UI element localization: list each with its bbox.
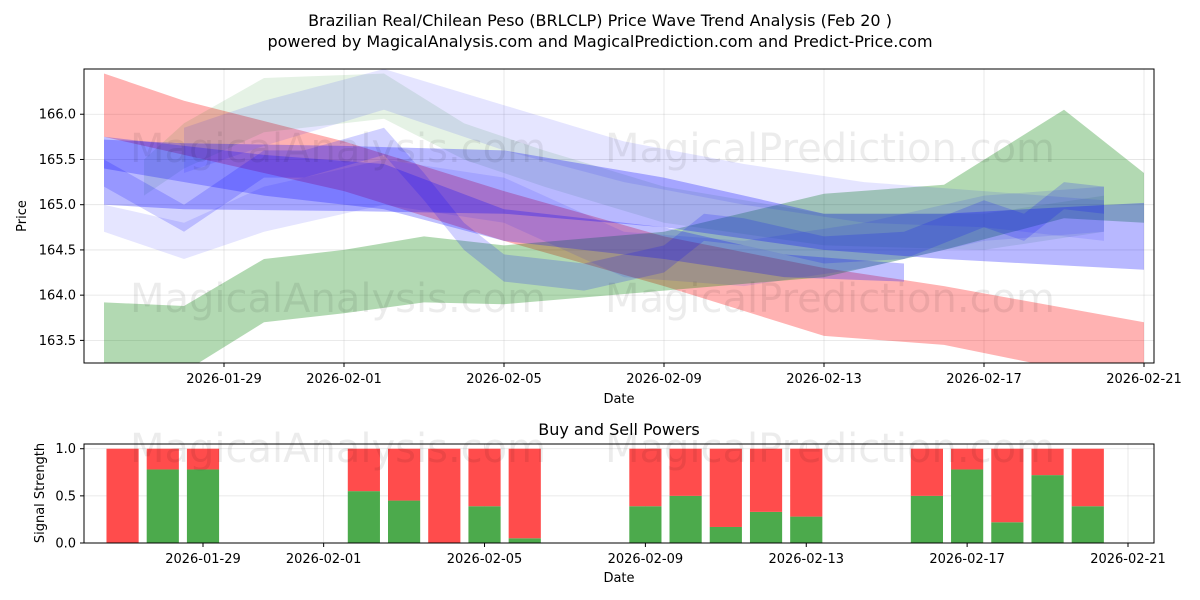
chart-title-line-2: powered by MagicalAnalysis.com and Magic… <box>267 32 932 51</box>
wave-band-blue-wave-cross-light <box>104 159 1104 287</box>
price-y-label: Price <box>15 200 30 232</box>
power-watermarks: MagicalAnalysis.com MagicalPrediction.co… <box>130 426 1055 472</box>
wave-band-blue-wave-squiggle <box>104 127 1104 291</box>
buy-power-bar <box>347 491 380 543</box>
buy-power-bar <box>468 506 501 543</box>
power-axes-frame <box>83 443 1155 544</box>
price-grid <box>84 69 1154 363</box>
price-y-tick-label: 164.0 <box>39 289 76 304</box>
watermark-analysis-top: MagicalAnalysis.com <box>130 126 546 172</box>
buy-power-bar <box>1031 475 1064 543</box>
buy-power-bar <box>991 522 1024 543</box>
price-x-tick-label: 2026-02-17 <box>946 372 1022 387</box>
buy-power-bar <box>508 538 541 543</box>
price-x-tick-label: 2026-02-21 <box>1106 372 1182 387</box>
power-y-tick-label: 0.0 <box>55 537 76 552</box>
buy-power-bar <box>951 469 984 543</box>
watermark-prediction-bottom: MagicalPrediction.com <box>605 426 1055 472</box>
watermark-analysis-mid: MagicalAnalysis.com <box>130 276 546 322</box>
sell-power-bar <box>910 448 943 496</box>
price-x-label: Date <box>603 392 634 407</box>
power-x-tick-label: 2026-02-13 <box>768 552 844 567</box>
sell-power-bar <box>186 448 220 470</box>
buy-power-bar <box>629 506 662 543</box>
sell-power-bar <box>629 448 662 507</box>
watermark-prediction-mid: MagicalPrediction.com <box>605 276 1055 322</box>
power-bars <box>106 448 1104 543</box>
sell-power-bar <box>347 448 380 492</box>
wave-band-green-wave-top <box>144 73 1104 250</box>
price-y-tick-label: 163.5 <box>39 334 76 349</box>
power-chart-title: Buy and Sell Powers <box>538 420 700 439</box>
buy-power-bar <box>709 526 742 543</box>
power-x-label: Date <box>603 571 634 586</box>
buy-power-bar <box>790 516 823 543</box>
sell-power-bar <box>790 448 823 517</box>
power-x-tick-label: 2026-02-09 <box>608 552 684 567</box>
buy-power-bar <box>749 511 783 543</box>
wave-band-purple-blend-wave <box>104 136 904 282</box>
price-x-tick-label: 2026-02-09 <box>626 372 702 387</box>
power-x-tick-label: 2026-01-29 <box>165 552 241 567</box>
price-x-tick-label: 2026-02-05 <box>466 372 542 387</box>
sell-power-bar <box>146 448 179 470</box>
sell-power-bar <box>106 448 139 543</box>
buy-power-bar <box>669 495 702 543</box>
sell-power-bar <box>991 448 1024 523</box>
sell-power-bar <box>1031 448 1064 476</box>
power-y-tick-label: 1.0 <box>55 442 76 457</box>
sell-power-bar <box>951 448 984 470</box>
power-x-tick-label: 2026-02-17 <box>929 552 1005 567</box>
watermark-analysis-bottom: MagicalAnalysis.com <box>130 426 546 472</box>
sell-power-bar <box>669 448 702 496</box>
wave-band-red-wave-long <box>104 73 1144 363</box>
wave-bands <box>104 69 1144 363</box>
power-y-label: Signal Strength <box>33 443 48 543</box>
price-x-tick-label: 2026-01-29 <box>186 372 262 387</box>
buy-power-bar <box>146 469 179 543</box>
buy-power-bar <box>1071 506 1104 543</box>
buy-power-bar <box>388 500 421 543</box>
wave-band-blue-wave-main <box>104 139 1144 270</box>
power-y-tick-label: 0.5 <box>55 489 76 504</box>
sell-power-bar <box>468 448 501 507</box>
sell-power-bar <box>749 448 783 512</box>
sell-power-bar <box>508 448 541 539</box>
price-ticks: 2026-01-29 2026-02-01 2026-02-05 2026-02-09… <box>39 108 1182 387</box>
price-x-tick-label: 2026-02-13 <box>786 372 862 387</box>
power-ticks: 2026-01-29 2026-02-01 2026-02-05 2026-02-09… <box>55 442 1165 567</box>
sell-power-bar <box>1071 448 1104 507</box>
price-x-tick-label: 2026-02-01 <box>306 372 382 387</box>
sell-power-bar <box>428 448 461 543</box>
chart-title-line-1: Brazilian Real/Chilean Peso (BRLCLP) Pri… <box>308 11 892 30</box>
price-y-tick-label: 164.5 <box>39 243 76 258</box>
power-x-tick-label: 2026-02-05 <box>447 552 523 567</box>
sell-power-bar <box>709 448 742 527</box>
wave-band-blue-wave-top-light <box>184 69 1104 241</box>
price-watermarks: MagicalAnalysis.com MagicalPrediction.co… <box>130 126 1055 322</box>
price-y-tick-label: 165.5 <box>39 153 76 168</box>
wave-band-green-wave-main <box>104 109 1144 363</box>
price-axes-frame <box>83 68 1155 364</box>
buy-power-bar <box>910 495 943 543</box>
power-x-tick-label: 2026-02-21 <box>1090 552 1166 567</box>
price-y-tick-label: 166.0 <box>39 108 76 123</box>
price-y-tick-label: 165.0 <box>39 198 76 213</box>
watermark-prediction-top: MagicalPrediction.com <box>605 126 1055 172</box>
buy-power-bar <box>186 469 220 543</box>
power-x-tick-label: 2026-02-01 <box>286 552 362 567</box>
sell-power-bar <box>388 448 421 501</box>
